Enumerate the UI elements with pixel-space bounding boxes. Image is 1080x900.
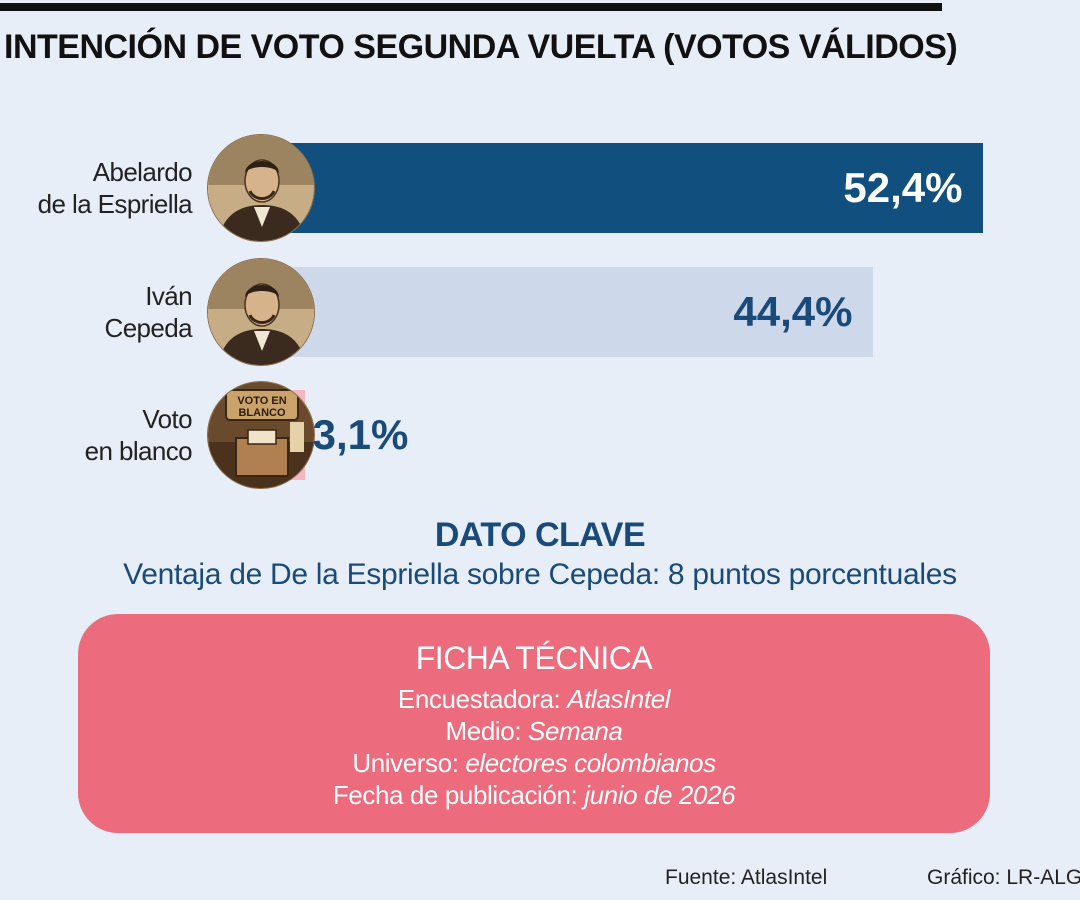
category-label: Voto en blanco	[84, 403, 193, 467]
category-label: Abelardo de la Espriella	[37, 156, 193, 220]
ficha-row-value: AtlasIntel	[567, 684, 671, 714]
chart-title: INTENCIÓN DE VOTO SEGUNDA VUELTA (VOTOS …	[4, 28, 958, 66]
candidate-portrait-icon	[207, 258, 315, 366]
category-label-line: en blanco	[84, 436, 193, 466]
ficha-tecnica-box: FICHA TÉCNICA Encuestadora: AtlasIntel M…	[78, 614, 990, 833]
bar-value-label: 44,4%	[733, 288, 853, 335]
category-label-line: Iván	[145, 281, 192, 311]
ballot-caption: BLANCO	[238, 407, 285, 419]
top-rule	[0, 3, 942, 11]
ficha-row-label: Universo:	[352, 748, 459, 778]
category-label-line: Cepeda	[104, 313, 193, 343]
dato-clave-text: Ventaja de De la Espriella sobre Cepeda:…	[123, 558, 957, 591]
ficha-row-fecha: Fecha de publicación: junio de 2026	[78, 780, 990, 811]
ficha-row-value: junio de 2026	[584, 780, 736, 810]
ballot-caption: VOTO EN	[237, 395, 286, 407]
candidate-portrait-icon	[207, 134, 315, 242]
ficha-row-label: Fecha de publicación:	[332, 780, 578, 810]
ficha-row-encuestadora: Encuestadora: AtlasIntel	[78, 684, 990, 715]
ficha-row-value: electores colombianos	[465, 748, 716, 778]
category-label-line: Voto	[142, 404, 192, 434]
ficha-row-medio: Medio: Semana	[78, 716, 990, 747]
bar	[262, 267, 873, 357]
category-label-line: Abelardo	[92, 157, 193, 187]
bar	[262, 143, 983, 233]
dato-clave-title: DATO CLAVE	[434, 516, 646, 554]
ficha-tecnica-title: FICHA TÉCNICA	[415, 640, 653, 676]
category-label-line: de la Espriella	[37, 189, 193, 219]
ficha-row-label: Encuestadora:	[397, 684, 561, 714]
source-note: Fuente: AtlasIntel	[665, 866, 828, 889]
bar-value-label: 3,1%	[312, 411, 409, 458]
ficha-row-value: Semana	[528, 716, 623, 746]
bar-value-label: 52,4%	[843, 164, 963, 211]
ballot-box-icon: VOTO EN BLANCO	[207, 381, 315, 489]
ficha-row-label: Medio:	[445, 716, 522, 746]
ficha-row-universo: Universo: electores colombianos	[78, 748, 990, 779]
category-label: Iván Cepeda	[104, 280, 193, 344]
credit-note: Gráfico: LR-ALG	[927, 866, 1080, 889]
